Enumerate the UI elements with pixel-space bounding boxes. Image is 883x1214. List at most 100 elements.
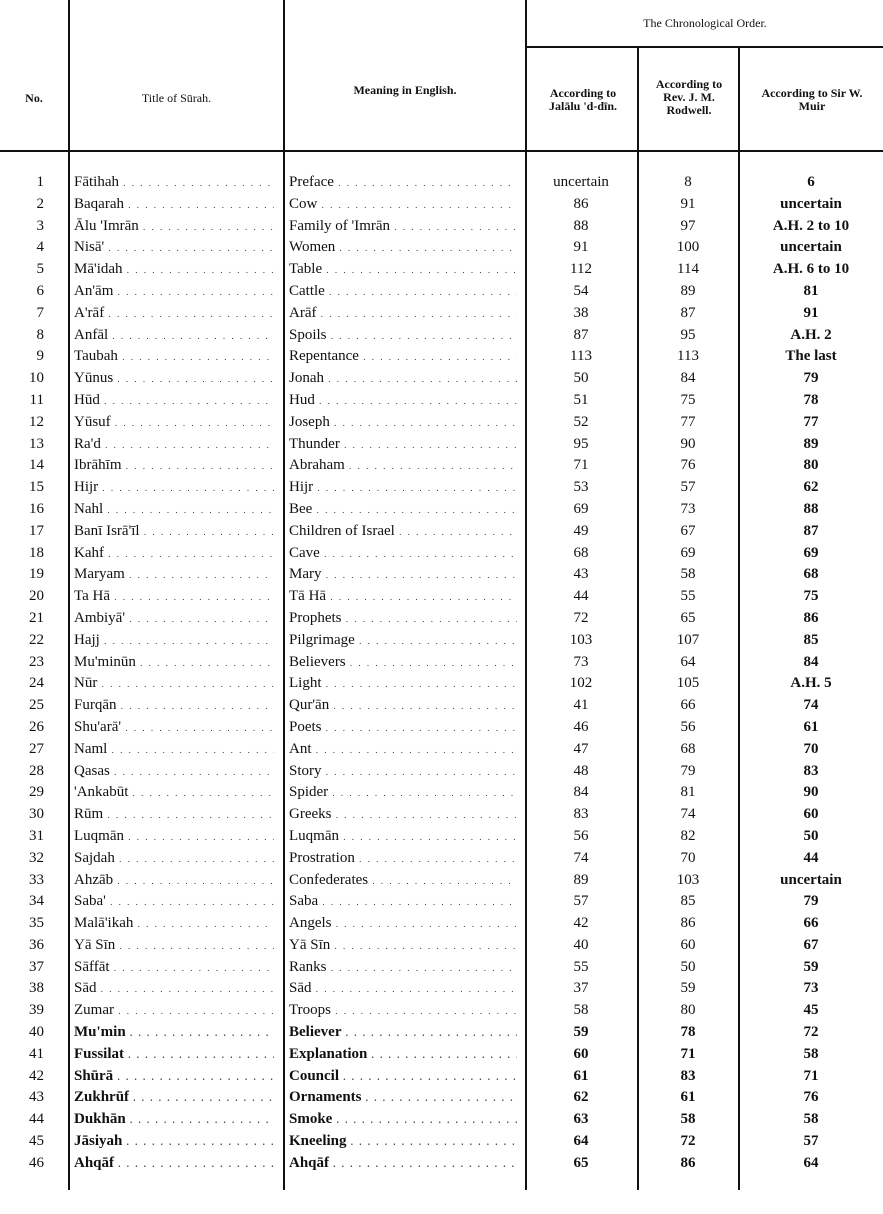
muir-order: 62	[803, 479, 819, 496]
surah-title: Ibrāhīm	[74, 455, 274, 478]
row-number: 7	[36, 304, 45, 321]
meaning: Greeks	[289, 804, 517, 827]
surah-title: Yūnus	[74, 368, 274, 391]
header-title: Title of Sūrah.	[141, 90, 212, 105]
column-rule-no	[68, 0, 70, 1190]
rodwell-order: 86	[680, 915, 696, 932]
table-row: 15 Hijr Hijr 53 57 62	[0, 477, 883, 499]
header-muir: According to Sir W. Muir	[761, 86, 863, 113]
rodwell-order: 87	[680, 304, 696, 321]
meaning: Children of Israel	[289, 521, 517, 544]
jalal-order: 46	[573, 718, 589, 735]
rodwell-order: 84	[680, 370, 696, 387]
rodwell-order: 79	[680, 762, 696, 779]
row-number: 24	[29, 675, 44, 692]
table-row: 2 Baqarah Cow 86 91 uncertain	[0, 194, 883, 216]
muir-order: 61	[803, 718, 819, 735]
jalal-order: 91	[573, 239, 589, 256]
muir-order: 71	[803, 1067, 819, 1084]
meaning: Light	[289, 673, 517, 696]
rodwell-order: 65	[680, 609, 696, 626]
muir-order: 66	[803, 915, 819, 932]
meaning: Troops	[289, 1000, 517, 1023]
surah-title: Naml	[74, 739, 274, 762]
jalal-order: 71	[573, 457, 589, 474]
muir-order: 50	[803, 827, 819, 844]
table-row: 21 Ambiyā' Prophets 72 65 86	[0, 608, 883, 630]
jalal-order: 52	[573, 413, 589, 430]
row-number: 23	[29, 653, 44, 670]
muir-order: 78	[803, 391, 819, 408]
surah-title: Mu'min	[74, 1022, 274, 1045]
table-row: 7 A'rāf Arāf 38 87 91	[0, 303, 883, 325]
meaning: Repentance	[289, 346, 517, 369]
muir-order: 70	[803, 740, 819, 757]
rodwell-order: 105	[676, 675, 700, 692]
row-number: 33	[29, 871, 44, 888]
row-number: 35	[29, 915, 44, 932]
rodwell-order: 58	[680, 566, 696, 583]
rodwell-order: 70	[680, 849, 696, 866]
table-row: 6 An'ām Cattle 54 89 81	[0, 281, 883, 303]
muir-order: 45	[803, 1002, 819, 1019]
rodwell-order: 8	[684, 174, 692, 190]
table-row: 32 Sajdah Prostration 74 70 44	[0, 848, 883, 870]
surah-title: Dukhān	[74, 1109, 274, 1132]
surah-title: Sād	[74, 978, 274, 1001]
table-row: 33 Ahzāb Confederates 89 103 uncertain	[0, 870, 883, 892]
meaning: Poets	[289, 717, 517, 740]
table-row: 23 Mu'minūn Believers 73 64 84	[0, 652, 883, 674]
surah-table-body: 1FātihahPrefaceuncertain862BaqarahCow869…	[0, 172, 883, 1175]
row-number: 42	[29, 1067, 44, 1084]
row-number: 17	[29, 522, 44, 539]
row-number: 13	[29, 435, 44, 452]
surah-title: Yūsuf	[74, 412, 274, 435]
muir-order: 68	[803, 566, 819, 583]
meaning: Explanation	[289, 1044, 517, 1067]
surah-title: Ahqāf	[74, 1153, 274, 1176]
table-row: 19 Maryam Mary 43 58 68	[0, 564, 883, 586]
surah-title: Qasas	[74, 761, 274, 784]
rodwell-order: 72	[680, 1133, 696, 1150]
muir-order: A.H. 5	[790, 675, 832, 692]
surah-title: Ambiyā'	[74, 608, 274, 631]
muir-order: 90	[803, 784, 819, 801]
table-row: 1 Fātihah Preface uncertain 8 6	[0, 172, 883, 194]
jalal-order: 55	[573, 958, 589, 975]
muir-order: 59	[803, 958, 819, 975]
table-row: 37 Sāffāt Ranks 55 50 59	[0, 957, 883, 979]
muir-order: 88	[803, 500, 819, 517]
meaning: Council	[289, 1066, 517, 1089]
row-number: 20	[29, 588, 44, 605]
jalal-order: 68	[573, 544, 589, 561]
rodwell-order: 83	[680, 1067, 696, 1084]
header-rule	[0, 150, 883, 152]
muir-order: 91	[803, 304, 819, 321]
meaning: Believers	[289, 652, 517, 675]
header-meaning: Meaning in English.	[353, 82, 457, 97]
table-row: 9 Taubah Repentance 113 113 The last	[0, 346, 883, 368]
row-number: 32	[29, 849, 44, 866]
table-row: 18 Kahf Cave 68 69 69	[0, 543, 883, 565]
surah-title: Saba'	[74, 891, 274, 914]
jalal-order: 57	[573, 893, 589, 910]
row-number: 9	[36, 348, 45, 365]
jalal-order: 44	[573, 588, 589, 605]
column-rule-meaning	[525, 0, 527, 1190]
table-row: 39 Zumar Troops 58 80 45	[0, 1000, 883, 1022]
table-row: 34 Saba' Saba 57 85 79	[0, 891, 883, 913]
surah-title: Baqarah	[74, 194, 274, 217]
row-number: 28	[29, 762, 44, 779]
muir-order: 89	[803, 435, 819, 452]
rodwell-order: 61	[680, 1089, 696, 1106]
row-number: 6	[36, 282, 45, 299]
table-row: 4 Nisā' Women 91 100 uncertain	[0, 237, 883, 259]
muir-order: 76	[803, 1089, 819, 1106]
row-number: 45	[29, 1133, 44, 1150]
meaning: Preface	[289, 172, 517, 195]
meaning: Joseph	[289, 412, 517, 435]
surah-title: Kahf	[74, 543, 274, 566]
row-number: 2	[36, 195, 45, 212]
muir-order: The last	[785, 348, 837, 365]
table-row: 41 Fussilat Explanation 60 71 58	[0, 1044, 883, 1066]
